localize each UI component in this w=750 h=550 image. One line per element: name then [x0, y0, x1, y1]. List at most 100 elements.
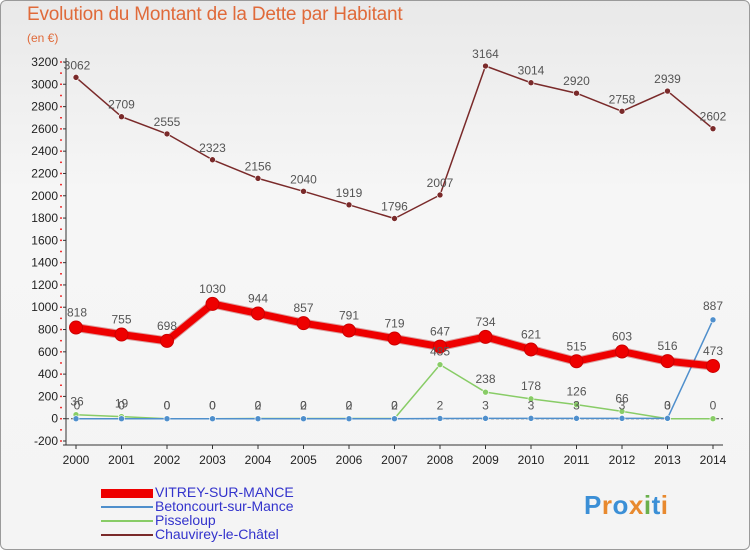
- data-point-vitrey: [387, 331, 402, 346]
- series-line-chauvirey: [75, 65, 714, 220]
- data-label-betoncourt: 2: [437, 398, 444, 412]
- y-tick-label: 2400: [31, 144, 58, 158]
- x-tick-label: 2011: [564, 453, 590, 467]
- data-label-vitrey: 755: [111, 313, 131, 327]
- data-point-vitrey: [160, 333, 174, 348]
- data-point-chauvirey: [618, 107, 626, 115]
- legend-label: VITREY-SUR-MANCE: [155, 484, 294, 500]
- data-label-betoncourt: 0: [164, 399, 171, 413]
- data-label-vitrey: 698: [157, 319, 177, 333]
- data-point-chauvirey: [118, 113, 125, 121]
- data-point-chauvirey: [664, 87, 671, 95]
- data-point-betoncourt: [118, 415, 125, 423]
- data-point-chauvirey: [209, 156, 216, 164]
- data-point-chauvirey: [72, 74, 80, 81]
- x-tick-label: 2008: [427, 453, 454, 467]
- data-point-vitrey: [433, 339, 447, 354]
- data-label-chauvirey: 1919: [336, 186, 363, 200]
- data-point-betoncourt: [163, 415, 171, 423]
- data-point-betoncourt: [391, 415, 398, 423]
- data-point-pisseloup: [618, 408, 626, 415]
- y-tick-label: -200: [34, 434, 58, 448]
- data-point-vitrey: [478, 329, 493, 344]
- data-point-betoncourt: [527, 415, 535, 422]
- chart-subtitle: (en €): [27, 31, 59, 45]
- y-tick-label: 800: [38, 323, 58, 337]
- x-tick-label: 2012: [609, 453, 636, 467]
- data-label-chauvirey: 2920: [563, 74, 590, 88]
- data-point-chauvirey: [300, 188, 307, 195]
- data-label-vitrey: 603: [612, 329, 632, 343]
- data-point-betoncourt: [618, 415, 626, 422]
- data-label-vitrey: 621: [521, 327, 541, 341]
- data-label-vitrey: 818: [67, 306, 87, 320]
- data-point-pisseloup: [709, 415, 717, 423]
- logo-letter: P: [584, 490, 602, 520]
- data-label-chauvirey: 3164: [472, 47, 499, 61]
- y-tick-label: 1200: [31, 278, 58, 292]
- data-point-vitrey: [296, 316, 311, 331]
- data-label-betoncourt: 3: [528, 398, 535, 412]
- data-label-chauvirey: 1796: [381, 200, 408, 214]
- data-label-pisseloup: 66: [615, 391, 629, 405]
- x-tick-label: 2004: [245, 453, 272, 467]
- data-label-pisseloup: 178: [521, 379, 541, 393]
- data-label-vitrey: 516: [657, 339, 677, 353]
- data-point-vitrey: [342, 323, 356, 338]
- data-label-betoncourt: 0: [118, 399, 125, 413]
- legend-swatch: [101, 488, 153, 498]
- legend-swatch: [101, 520, 153, 522]
- data-point-vitrey: [205, 296, 220, 311]
- data-label-betoncourt: 3: [619, 398, 626, 412]
- y-tick-label: 1800: [31, 211, 58, 225]
- data-label-betoncourt: 3: [482, 398, 489, 412]
- data-label-chauvirey: 2007: [427, 176, 454, 190]
- logo-letter: i: [660, 490, 669, 520]
- data-label-vitrey: 857: [293, 301, 313, 315]
- x-tick-label: 2003: [199, 453, 226, 467]
- data-label-pisseloup: 238: [475, 372, 495, 386]
- x-tick-label: 2002: [154, 453, 181, 467]
- data-point-betoncourt: [664, 415, 671, 422]
- data-label-betoncourt: 0: [391, 399, 398, 413]
- data-point-chauvirey: [436, 191, 444, 199]
- data-label-vitrey: 791: [339, 309, 359, 323]
- x-tick-label: 2000: [63, 453, 90, 467]
- logo-letter: o: [612, 490, 629, 520]
- data-point-pisseloup: [527, 395, 535, 403]
- x-tick-label: 2005: [290, 453, 317, 467]
- data-point-betoncourt: [709, 316, 717, 324]
- data-label-pisseloup: 36: [70, 395, 84, 409]
- data-label-chauvirey: 3062: [64, 58, 91, 72]
- data-label-vitrey: 473: [703, 344, 723, 358]
- data-point-chauvirey: [527, 79, 535, 87]
- y-tick-label: 600: [38, 345, 58, 359]
- y-tick-label: 0: [51, 412, 58, 426]
- data-point-chauvirey: [482, 62, 489, 70]
- data-label-vitrey: 719: [384, 317, 404, 331]
- data-point-vitrey: [660, 354, 675, 369]
- data-label-pisseloup: 2: [300, 398, 307, 412]
- data-label-betoncourt: 0: [255, 399, 262, 413]
- data-label-vitrey: 515: [566, 339, 586, 353]
- data-point-betoncourt: [436, 415, 444, 422]
- chart-title: Evolution du Montant de la Dette par Hab…: [27, 4, 403, 25]
- legend-label: Betoncourt-sur-Mance: [155, 498, 294, 514]
- data-label-chauvirey: 2156: [245, 159, 272, 173]
- data-label-pisseloup: 2: [255, 398, 262, 412]
- y-tick-label: 2600: [31, 122, 58, 136]
- data-point-vitrey: [251, 306, 265, 321]
- y-tick-label: 2800: [31, 100, 58, 114]
- data-label-vitrey: 734: [475, 315, 495, 329]
- data-label-vitrey: 647: [430, 325, 450, 339]
- x-tick-label: 2007: [381, 453, 408, 467]
- data-label-chauvirey: 2709: [108, 98, 135, 112]
- data-point-betoncourt: [482, 415, 489, 422]
- data-label-pisseloup: 2: [346, 398, 353, 412]
- y-tick-label: 1600: [31, 233, 58, 247]
- x-tick-label: 2010: [518, 453, 545, 467]
- data-label-betoncourt: 0: [209, 399, 216, 413]
- data-point-betoncourt: [573, 415, 580, 422]
- data-label-betoncourt: 3: [573, 398, 580, 412]
